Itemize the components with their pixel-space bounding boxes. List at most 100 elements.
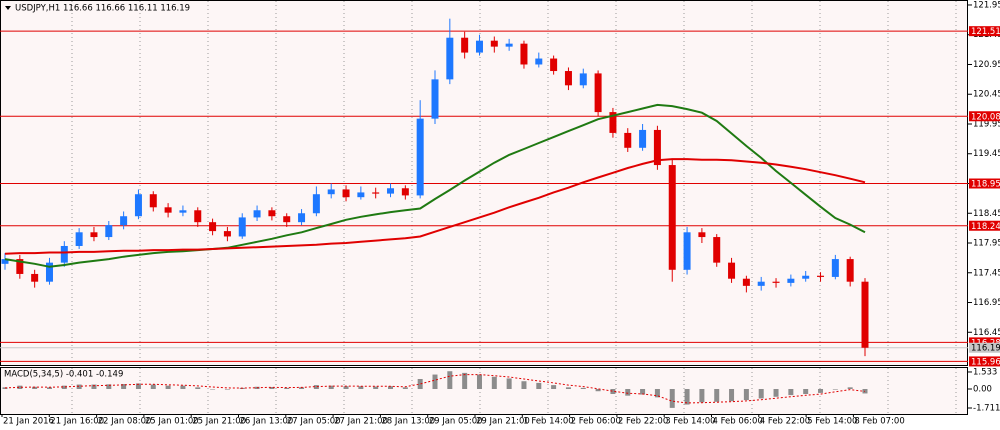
macd-bar (358, 386, 364, 389)
macd-bar (610, 389, 616, 394)
x-tick-label: 8 Feb 07:00 (854, 417, 904, 427)
candle-body (209, 222, 217, 232)
candle-body (831, 259, 839, 277)
candle-body (446, 37, 454, 80)
candle-body (772, 281, 780, 283)
candle-body (238, 217, 246, 237)
candle-body (90, 232, 98, 238)
macd-bar (17, 385, 23, 389)
candle-body (75, 232, 83, 246)
macd-bar (284, 387, 290, 389)
candle-body (120, 216, 128, 226)
candle-body (564, 71, 572, 86)
x-tick-label: 27 Jan 05:00 (287, 417, 341, 427)
candle-body (179, 210, 187, 213)
macd-bar (729, 389, 735, 402)
candle-body (787, 278, 795, 283)
candle-body (16, 259, 24, 274)
macd-bar (2, 387, 8, 389)
macd-bar (640, 389, 646, 395)
candle-body (298, 213, 306, 223)
macd-bar (313, 385, 319, 389)
macd-bar (476, 374, 482, 389)
candle-body (817, 275, 825, 277)
candle-body (416, 118, 424, 196)
x-tick-label: 26 Jan 13:00 (240, 417, 294, 427)
moving-average (4, 158, 866, 255)
y-tick-label: 116.45 (973, 328, 1000, 338)
candle-body (149, 194, 157, 208)
macd-bar (625, 389, 631, 396)
grid (71, 1, 957, 414)
macd-bar (758, 389, 764, 399)
x-tick-label: 2 Feb 22:00 (618, 417, 668, 427)
macd-bar (832, 389, 838, 390)
macd-bar (195, 387, 201, 389)
x-tick-label: 1 Feb 14:00 (523, 417, 573, 427)
candle-body (698, 232, 706, 238)
candle-body (653, 129, 661, 166)
price-label-bg (969, 356, 1000, 367)
level-label: 118.24 (971, 222, 1000, 232)
plot (0, 18, 968, 408)
y-tick-label: 117.95 (973, 239, 1000, 249)
candle-body (431, 79, 439, 119)
macd-bar (447, 371, 453, 389)
x-tick-label: 3 Feb 14:00 (665, 417, 715, 427)
macd-bar (536, 382, 542, 389)
candle-body (268, 210, 276, 217)
candle-body (401, 188, 409, 196)
macd-bar (76, 384, 82, 389)
macd-bar (491, 376, 497, 389)
macd-bar (565, 387, 571, 389)
macd-y-tick-label: -1.711 (973, 404, 1000, 414)
candle-body (461, 37, 469, 53)
candle-body (253, 210, 261, 218)
x-tick-label: 29 Jan 21:00 (476, 417, 530, 427)
macd-bar (417, 379, 423, 389)
macd-title: MACD(5,34,5) -0.401 -0.149 (4, 370, 123, 380)
candle-body (802, 275, 810, 279)
y-tick-label: 118.45 (973, 209, 1000, 219)
macd-bar (210, 389, 216, 390)
x-tick-label: 4 Feb 06:00 (713, 417, 763, 427)
y-tick-label: 117.45 (973, 268, 1000, 278)
candle-body (60, 245, 68, 263)
candle-body (312, 194, 320, 214)
candle-body (861, 281, 869, 348)
y-tick-label: 119.95 (973, 119, 1000, 129)
macd-bar (46, 387, 52, 389)
level-label-bg (969, 111, 1000, 122)
candle-body (609, 112, 617, 133)
macd-bar (699, 389, 705, 403)
macd-bar (669, 389, 675, 408)
y-tick-label: 120.45 (973, 90, 1000, 100)
macd-bar (580, 387, 586, 389)
macd-signal (4, 374, 866, 404)
macd-bar (180, 385, 186, 389)
macd-bar (818, 389, 824, 393)
y-tick-label: 116.95 (973, 298, 1000, 308)
macd-bar (224, 389, 230, 390)
candle-body (1, 259, 9, 264)
candle-body (223, 231, 231, 237)
candle-body (164, 207, 172, 213)
macd-bar (388, 386, 394, 389)
x-tick-label: 2 Feb 06:00 (571, 417, 621, 427)
price-label: 115.96 (971, 357, 1000, 367)
price-label-bg (969, 342, 1000, 353)
candle-body (728, 262, 736, 279)
macd-bar (595, 389, 601, 392)
macd-bar (743, 389, 749, 401)
macd-bar (847, 387, 853, 389)
macd-bar (432, 374, 438, 389)
level-label: 120.08 (971, 112, 1000, 122)
candle-body (194, 210, 202, 223)
candle-body (757, 281, 765, 286)
macd-bar (106, 384, 112, 389)
candle-body (505, 43, 513, 47)
candle-body (387, 188, 395, 194)
x-tick-label: 28 Jan 13:00 (381, 417, 435, 427)
